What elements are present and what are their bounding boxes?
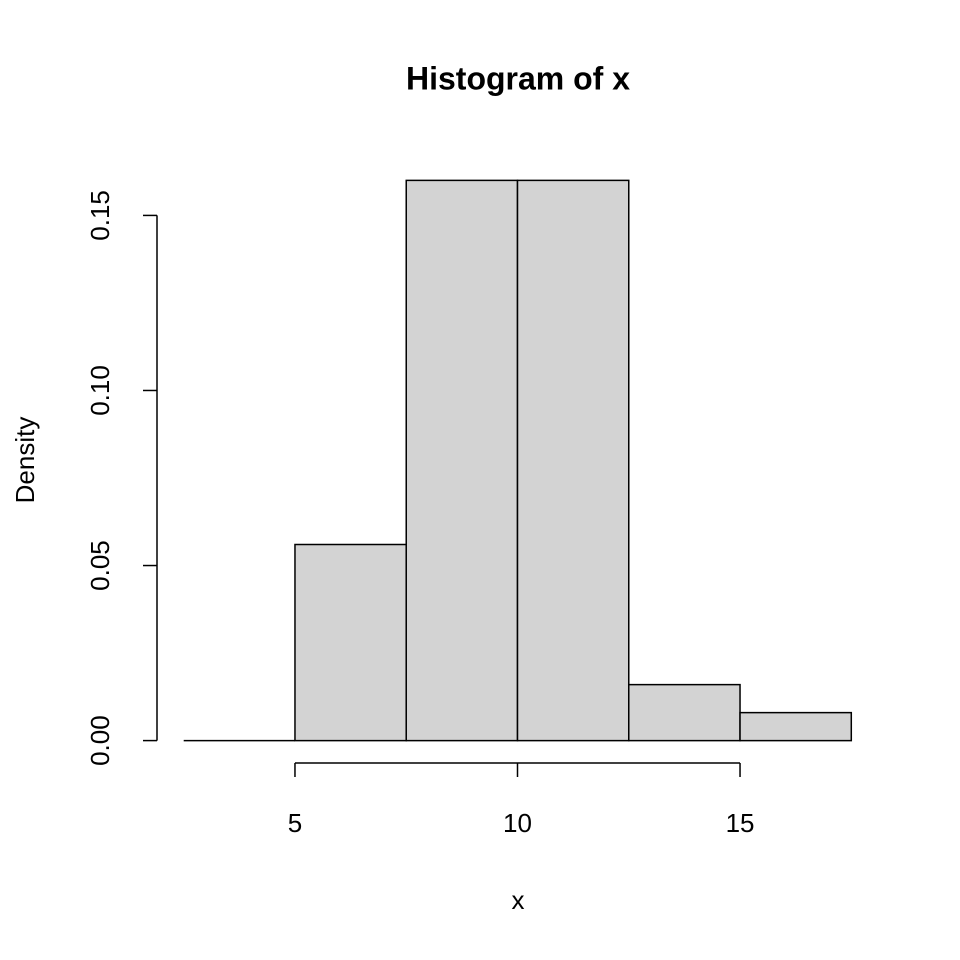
x-tick-label: 10 <box>503 808 532 838</box>
bar <box>405 179 519 742</box>
y-tick-label: 0.10 <box>85 365 115 416</box>
bar <box>294 543 407 742</box>
bar <box>628 683 741 742</box>
y-axis-label: Density <box>10 417 40 504</box>
y-tick-label: 0.00 <box>85 715 115 766</box>
x-axis-label: x <box>512 885 525 915</box>
x-tick-label: 5 <box>288 808 302 838</box>
bar <box>516 179 630 742</box>
y-tick-label: 0.15 <box>85 190 115 241</box>
x-tick-label: 15 <box>726 808 755 838</box>
chart-title: Histogram of x <box>406 60 630 96</box>
y-tick-label: 0.05 <box>85 540 115 591</box>
bar <box>739 711 853 742</box>
